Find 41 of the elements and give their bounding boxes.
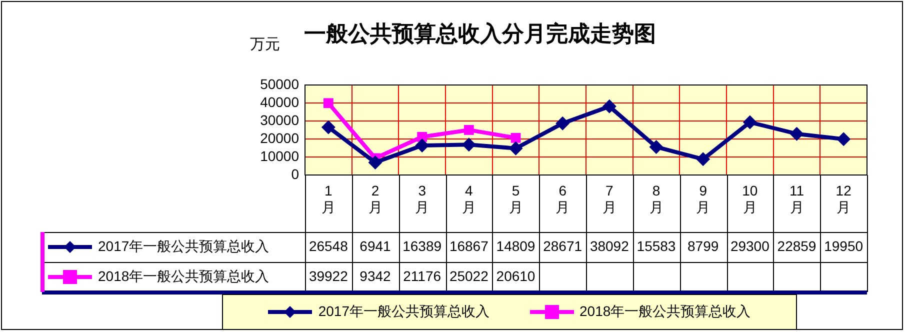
x-tick-label: 7月 — [602, 182, 616, 216]
x-tick-label: 2月 — [368, 182, 382, 216]
y-tick-label: 10000 — [260, 148, 300, 164]
x-tick-label: 6月 — [556, 182, 570, 216]
data-label: 9342 — [360, 268, 392, 284]
data-label: 29300 — [730, 238, 770, 254]
data-label: 28671 — [543, 238, 582, 254]
data-label: 22859 — [777, 238, 816, 254]
x-tick-label: 10月 — [742, 182, 758, 216]
chart-title: 一般公共预算总收入分月完成走势图 — [304, 21, 656, 46]
x-tick-label: 4月 — [462, 182, 476, 216]
data-label: 19950 — [824, 238, 864, 254]
legend-label: 2018年一般公共预算总收入 — [98, 268, 270, 284]
x-tick-label: 5月 — [508, 182, 523, 216]
data-label: 25022 — [449, 268, 489, 284]
x-tick-label: 9月 — [696, 182, 710, 216]
x-tick-label: 3月 — [415, 182, 430, 216]
y-tick-label: 20000 — [260, 130, 300, 146]
y-tick-label: 40000 — [260, 94, 300, 110]
data-label: 8799 — [688, 238, 719, 254]
data-label: 38092 — [590, 238, 630, 254]
legend-label: 2017年一般公共预算总收入 — [98, 238, 270, 254]
y-tick-label: 0 — [291, 166, 300, 182]
data-label: 16389 — [402, 238, 442, 254]
data-label: 14809 — [496, 238, 536, 254]
x-tick-label: 11月 — [789, 182, 804, 216]
data-label: 39922 — [308, 268, 348, 284]
data-label: 15583 — [636, 238, 676, 254]
text: 2018年一般公共预算总收入 — [580, 303, 751, 319]
x-tick-label: 8月 — [649, 182, 664, 216]
x-tick-label: 1月 — [321, 182, 336, 216]
data-label: 16867 — [449, 238, 489, 254]
data-label: 6941 — [360, 238, 392, 254]
y-axis-title: 万元 — [250, 36, 280, 54]
y-tick-label: 50000 — [260, 76, 300, 92]
x-tick-label: 12月 — [836, 182, 852, 216]
text: 2017年一般公共预算总收入 — [318, 303, 490, 319]
data-label: 26548 — [308, 238, 348, 254]
data-label: 20610 — [496, 268, 536, 284]
data-label: 21176 — [403, 268, 442, 284]
y-tick-label: 30000 — [260, 112, 300, 128]
